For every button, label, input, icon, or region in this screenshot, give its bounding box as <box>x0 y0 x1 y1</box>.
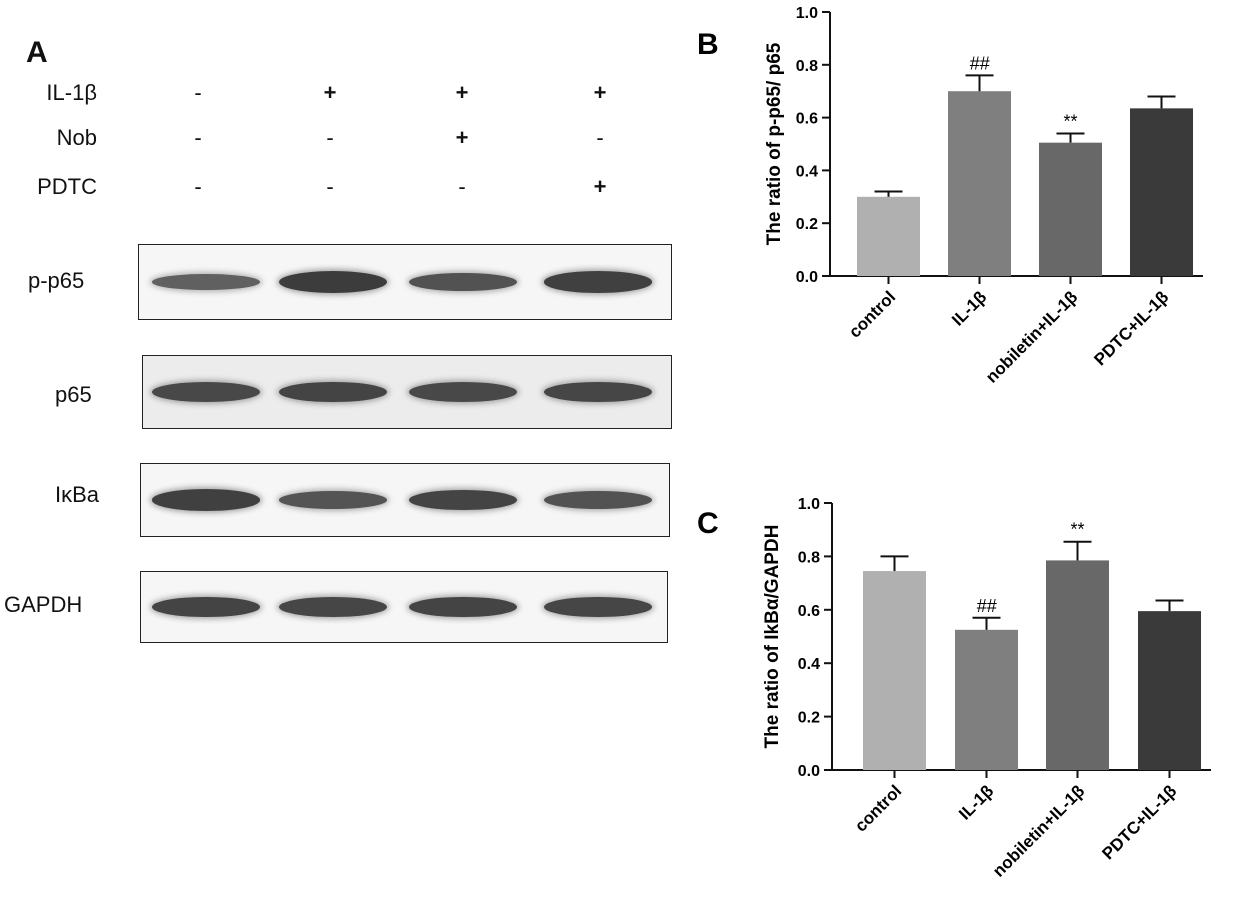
blot-band <box>152 596 260 618</box>
blot-label: p-p65 <box>28 268 85 293</box>
significance-label: ## <box>976 596 997 616</box>
blot-band <box>152 382 260 402</box>
x-tick-label: IL-1β <box>955 781 997 823</box>
treatment-label: PDTC <box>37 174 97 199</box>
panel-letter: C <box>697 507 719 540</box>
significance-label: ** <box>1063 111 1077 131</box>
x-tick-label: nobiletin+IL-1β <box>982 287 1081 386</box>
treatment-sign: + <box>593 80 607 105</box>
blot-band <box>544 490 652 510</box>
blot-band <box>279 596 387 618</box>
y-tick-label: 0.6 <box>798 603 820 620</box>
treatment-sign: - <box>326 174 334 199</box>
bar <box>1046 560 1109 770</box>
x-tick-label: IL-1β <box>948 287 990 329</box>
treatment-sign: - <box>194 80 202 105</box>
y-tick-label: 0.8 <box>798 549 820 566</box>
y-tick-label: 1.0 <box>798 496 820 513</box>
treatment-sign: + <box>455 80 469 105</box>
blot-strip <box>138 244 672 320</box>
y-tick-label: 0.8 <box>796 58 818 75</box>
y-axis-label: The ratio of p-p65/ p65 <box>764 42 785 245</box>
bar <box>857 196 920 276</box>
bar <box>1039 142 1102 276</box>
y-tick-label: 0.4 <box>798 656 820 673</box>
x-tick-label: nobiletin+IL-1β <box>989 781 1088 880</box>
blot-band <box>409 596 517 618</box>
blot-band <box>409 272 517 292</box>
treatment-sign: + <box>593 174 607 199</box>
blot-band <box>279 381 387 403</box>
significance-label: ## <box>969 53 990 73</box>
bar <box>1138 611 1201 770</box>
blot-band <box>544 381 652 403</box>
y-tick-label: 0.2 <box>798 710 820 727</box>
treatment-label: IL-1β <box>46 80 97 105</box>
x-tick-label: control <box>851 781 905 835</box>
treatment-sign: - <box>458 174 466 199</box>
x-tick-label: PDTC+IL-1β <box>1098 781 1180 863</box>
treatment-sign: + <box>455 125 469 150</box>
y-tick-label: 0.4 <box>796 163 818 180</box>
blot-strip <box>140 463 670 537</box>
blot-strip <box>142 355 672 429</box>
blot-band <box>279 271 387 293</box>
y-tick-label: 0.0 <box>798 763 820 780</box>
bar <box>948 91 1011 276</box>
blot-label: p65 <box>55 382 92 407</box>
bar <box>955 629 1018 770</box>
y-tick-label: 0.6 <box>796 111 818 128</box>
treatment-sign: + <box>323 80 337 105</box>
treatment-sign: - <box>596 125 604 150</box>
y-tick-label: 0.0 <box>796 269 818 286</box>
bar <box>1130 108 1193 276</box>
y-tick-label: 1.0 <box>796 5 818 22</box>
blot-band <box>152 274 260 290</box>
panel-letter-a: A <box>26 36 48 69</box>
treatment-sign: - <box>194 174 202 199</box>
treatment-sign: - <box>326 125 334 150</box>
blot-strip <box>140 571 668 643</box>
y-tick-label: 0.2 <box>796 216 818 233</box>
panel-letter: B <box>697 28 719 61</box>
blot-label: GAPDH <box>4 592 83 617</box>
blot-band <box>544 596 652 618</box>
blot-label: IκBa <box>55 482 100 507</box>
bar <box>863 571 926 770</box>
treatment-sign: - <box>194 125 202 150</box>
treatment-label: Nob <box>56 125 97 150</box>
x-tick-label: PDTC+IL-1β <box>1090 287 1172 369</box>
significance-label: ** <box>1070 520 1084 540</box>
y-axis-label: The ratio of IkBα/GAPDH <box>762 525 783 749</box>
x-tick-label: control <box>845 287 899 341</box>
blot-band <box>279 491 387 509</box>
blot-band <box>544 271 652 293</box>
blot-band <box>409 382 517 402</box>
blot-band <box>152 489 260 511</box>
blot-band <box>409 489 517 511</box>
